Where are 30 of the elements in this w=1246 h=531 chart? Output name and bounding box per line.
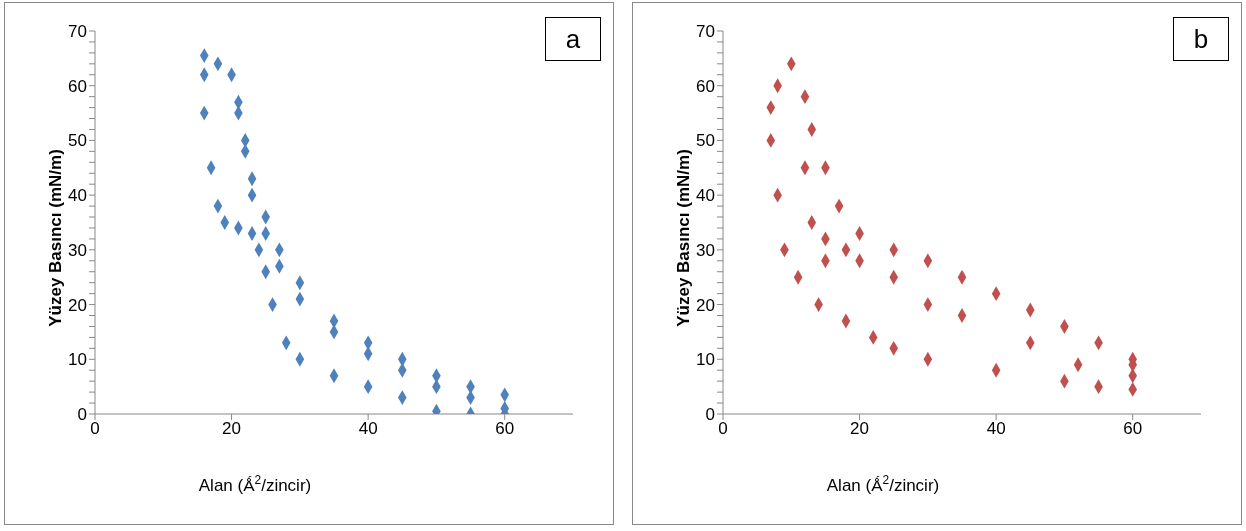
- x-tick-label: 0: [90, 419, 100, 439]
- x-tick-label: 40: [986, 419, 1006, 439]
- annotation: b: [1173, 17, 1229, 61]
- x-tick-label: 0: [718, 419, 728, 439]
- x-tick-label: 20: [222, 419, 242, 439]
- x-axis-title: Alan (Ǻ$^{2}$/zincir): [826, 473, 940, 495]
- y-tick-label: 10: [696, 350, 715, 370]
- x-tick-label: 20: [850, 419, 870, 439]
- y-tick-label: 50: [696, 131, 715, 151]
- y-tick-label: 0: [77, 405, 87, 425]
- y-tick-label: 40: [696, 186, 715, 206]
- x-tick-label: 60: [495, 419, 515, 439]
- y-tick-label: 40: [68, 186, 87, 206]
- y-tick-label: 50: [68, 131, 87, 151]
- x-tick-label: 60: [1123, 419, 1143, 439]
- y-tick-label: 10: [68, 350, 87, 370]
- y-axis-title: Yüzey Basıncı (mN/m): [674, 149, 693, 327]
- y-tick-label: 70: [696, 22, 715, 42]
- y-tick-label: 30: [68, 240, 87, 260]
- y-tick-label: 0: [705, 405, 715, 425]
- annotation: a: [545, 17, 601, 61]
- y-tick-label: 20: [68, 295, 87, 315]
- y-tick-label: 60: [696, 76, 715, 96]
- x-axis-title: Alan (Ǻ$^{2}$/zincir): [198, 473, 312, 495]
- y-tick-label: 60: [68, 76, 87, 96]
- y-axis-title: Yüzey Basıncı (mN/m): [46, 149, 65, 327]
- y-tick-label: 70: [68, 22, 87, 42]
- x-tick-label: 40: [358, 419, 378, 439]
- y-tick-label: 30: [696, 240, 715, 260]
- y-tick-label: 20: [696, 295, 715, 315]
